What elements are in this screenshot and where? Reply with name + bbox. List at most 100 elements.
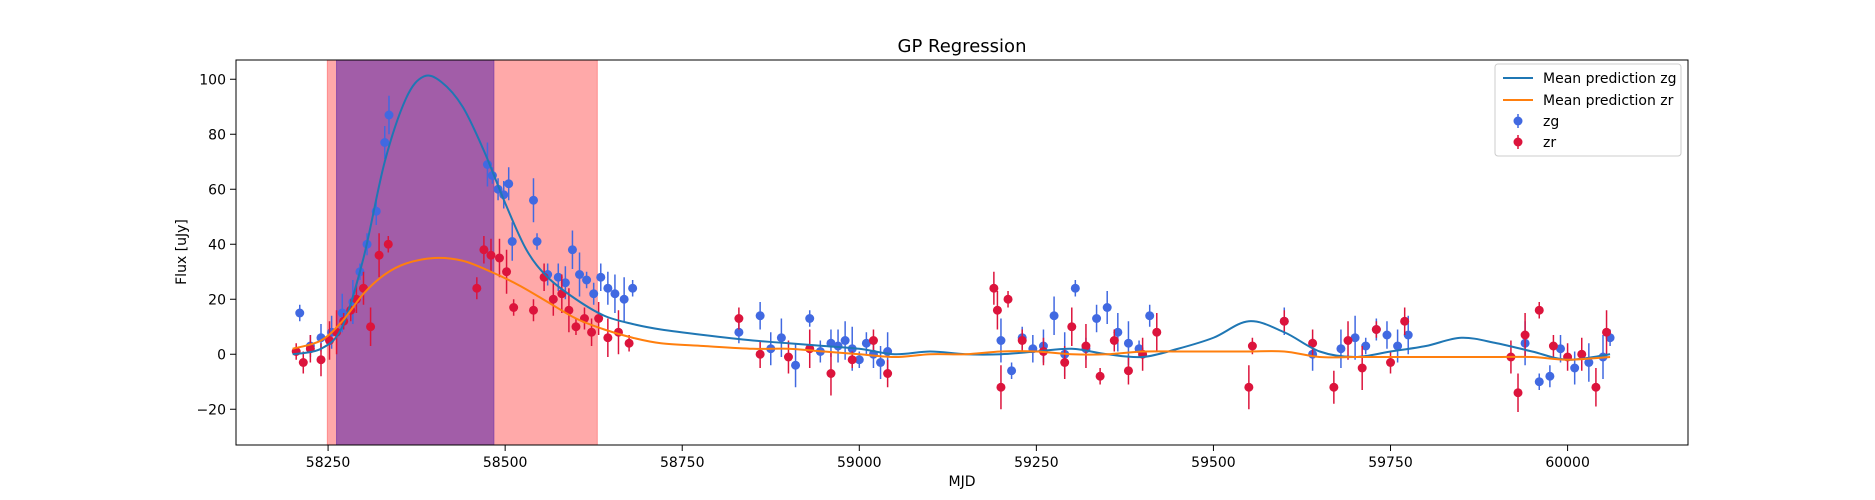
data-point-zg	[575, 252, 585, 297]
data-point-zr	[1017, 329, 1027, 352]
data-point-zg	[1545, 365, 1555, 388]
data-point-zr	[996, 365, 1006, 410]
data-point-zr	[298, 351, 308, 374]
data-point-zr	[1067, 307, 1077, 346]
x-tick-label: 60000	[1545, 455, 1590, 471]
legend: Mean prediction zg Mean prediction zr zg…	[1494, 63, 1682, 157]
data-point-zr	[291, 343, 301, 360]
data-point-zg	[532, 233, 542, 250]
legend-mean-zg-label: Mean prediction zg	[1543, 71, 1677, 87]
data-point-zg	[1102, 291, 1112, 324]
data-point-zg	[582, 271, 592, 289]
chart-title: GP Regression	[898, 36, 1027, 57]
y-tick-label: −20	[196, 402, 226, 418]
data-point-zr	[1060, 346, 1070, 379]
data-point-zr	[1343, 321, 1353, 360]
data-point-zr	[734, 307, 744, 330]
data-point-zg	[567, 230, 577, 269]
data-point-zr	[1400, 307, 1410, 335]
data-point-zg	[507, 222, 517, 261]
legend-box	[1494, 63, 1682, 157]
data-point-zg	[528, 178, 538, 223]
data-point-zg	[1534, 373, 1544, 390]
data-point-zr	[351, 285, 361, 313]
data-point-zr	[603, 318, 613, 357]
data-point-zr	[992, 291, 1002, 330]
data-point-zr	[587, 318, 597, 346]
data-point-zg	[776, 318, 786, 357]
data-point-zr	[374, 233, 384, 278]
data-point-zr	[1371, 321, 1381, 338]
data-point-zg	[1570, 351, 1580, 385]
data-point-zr	[486, 238, 496, 272]
legend-zg-marker	[1513, 114, 1523, 128]
data-point-zr	[509, 299, 519, 316]
data-point-zg	[589, 282, 599, 305]
y-axis-label: Flux [uJy]	[174, 219, 190, 285]
data-point-zg	[504, 167, 514, 201]
plot-frame	[235, 59, 1689, 446]
data-point-zr	[1602, 310, 1612, 355]
data-point-zr	[305, 335, 315, 363]
x-tick-label: 59250	[1014, 455, 1059, 471]
data-point-zr	[826, 351, 836, 396]
data-point-zr	[479, 236, 489, 264]
legend-zr-marker	[1513, 135, 1523, 149]
data-point-zg	[628, 280, 638, 297]
data-point-zg	[603, 271, 613, 305]
data-point-zg	[1049, 296, 1059, 335]
data-point-zr	[1081, 324, 1091, 368]
data-point-zg	[791, 343, 801, 388]
y-tick-label: 100	[199, 72, 226, 88]
data-point-zg	[619, 277, 629, 322]
data-point-zg	[1382, 321, 1392, 349]
data-point-zr	[883, 359, 893, 388]
data-point-zr	[472, 277, 482, 300]
data-point-zr	[868, 329, 878, 352]
data-point-zr	[1308, 329, 1318, 357]
data-point-zr	[494, 238, 504, 278]
y-axis: −20 0 20 40 60 80 100	[196, 72, 236, 418]
x-tick-label: 58500	[483, 455, 528, 471]
data-point-zg	[610, 274, 620, 313]
x-tick-label: 58250	[306, 455, 351, 471]
shaded-region-zg	[336, 59, 495, 446]
data-point-zg	[755, 302, 765, 330]
x-axis: 58250 58500 58750 59000 59250 59500 59750 60000	[306, 445, 1590, 471]
x-axis-label: MJD	[949, 474, 976, 490]
data-point-zg	[380, 126, 390, 159]
data-point-zr	[1534, 302, 1544, 319]
data-point-zr	[805, 329, 815, 368]
data-point-zg	[596, 263, 606, 291]
data-point-zg	[1361, 337, 1371, 355]
legend-zr-label: zr	[1543, 135, 1556, 151]
data-point-zr	[1548, 335, 1558, 357]
data-point-zg	[805, 310, 815, 327]
data-point-zg	[1584, 343, 1594, 382]
y-tick-label: 40	[208, 237, 226, 253]
x-tick-label: 59000	[837, 455, 882, 471]
data-point-zg	[1336, 329, 1346, 368]
data-point-zg	[1070, 280, 1080, 297]
x-tick-label: 59500	[1191, 455, 1236, 471]
data-point-zr	[1513, 373, 1523, 412]
y-tick-label: 60	[208, 182, 226, 198]
data-point-zr	[1357, 346, 1367, 390]
y-tick-label: 80	[208, 127, 226, 143]
data-point-zr	[548, 282, 558, 316]
data-point-zr	[1591, 368, 1601, 407]
data-point-zr	[1123, 357, 1133, 385]
data-point-zr	[1577, 337, 1587, 371]
data-point-zg	[384, 95, 394, 135]
data-point-zg	[1007, 362, 1017, 379]
data-point-zg	[1113, 313, 1123, 352]
data-point-zr	[1152, 313, 1162, 352]
data-point-zr	[1095, 368, 1105, 385]
data-point-zr	[783, 340, 793, 374]
data-point-zg	[1092, 304, 1102, 333]
data-point-zr	[1386, 351, 1396, 374]
data-point-zg	[1145, 304, 1155, 327]
data-point-zr	[366, 307, 376, 346]
data-point-zg	[1028, 335, 1038, 363]
